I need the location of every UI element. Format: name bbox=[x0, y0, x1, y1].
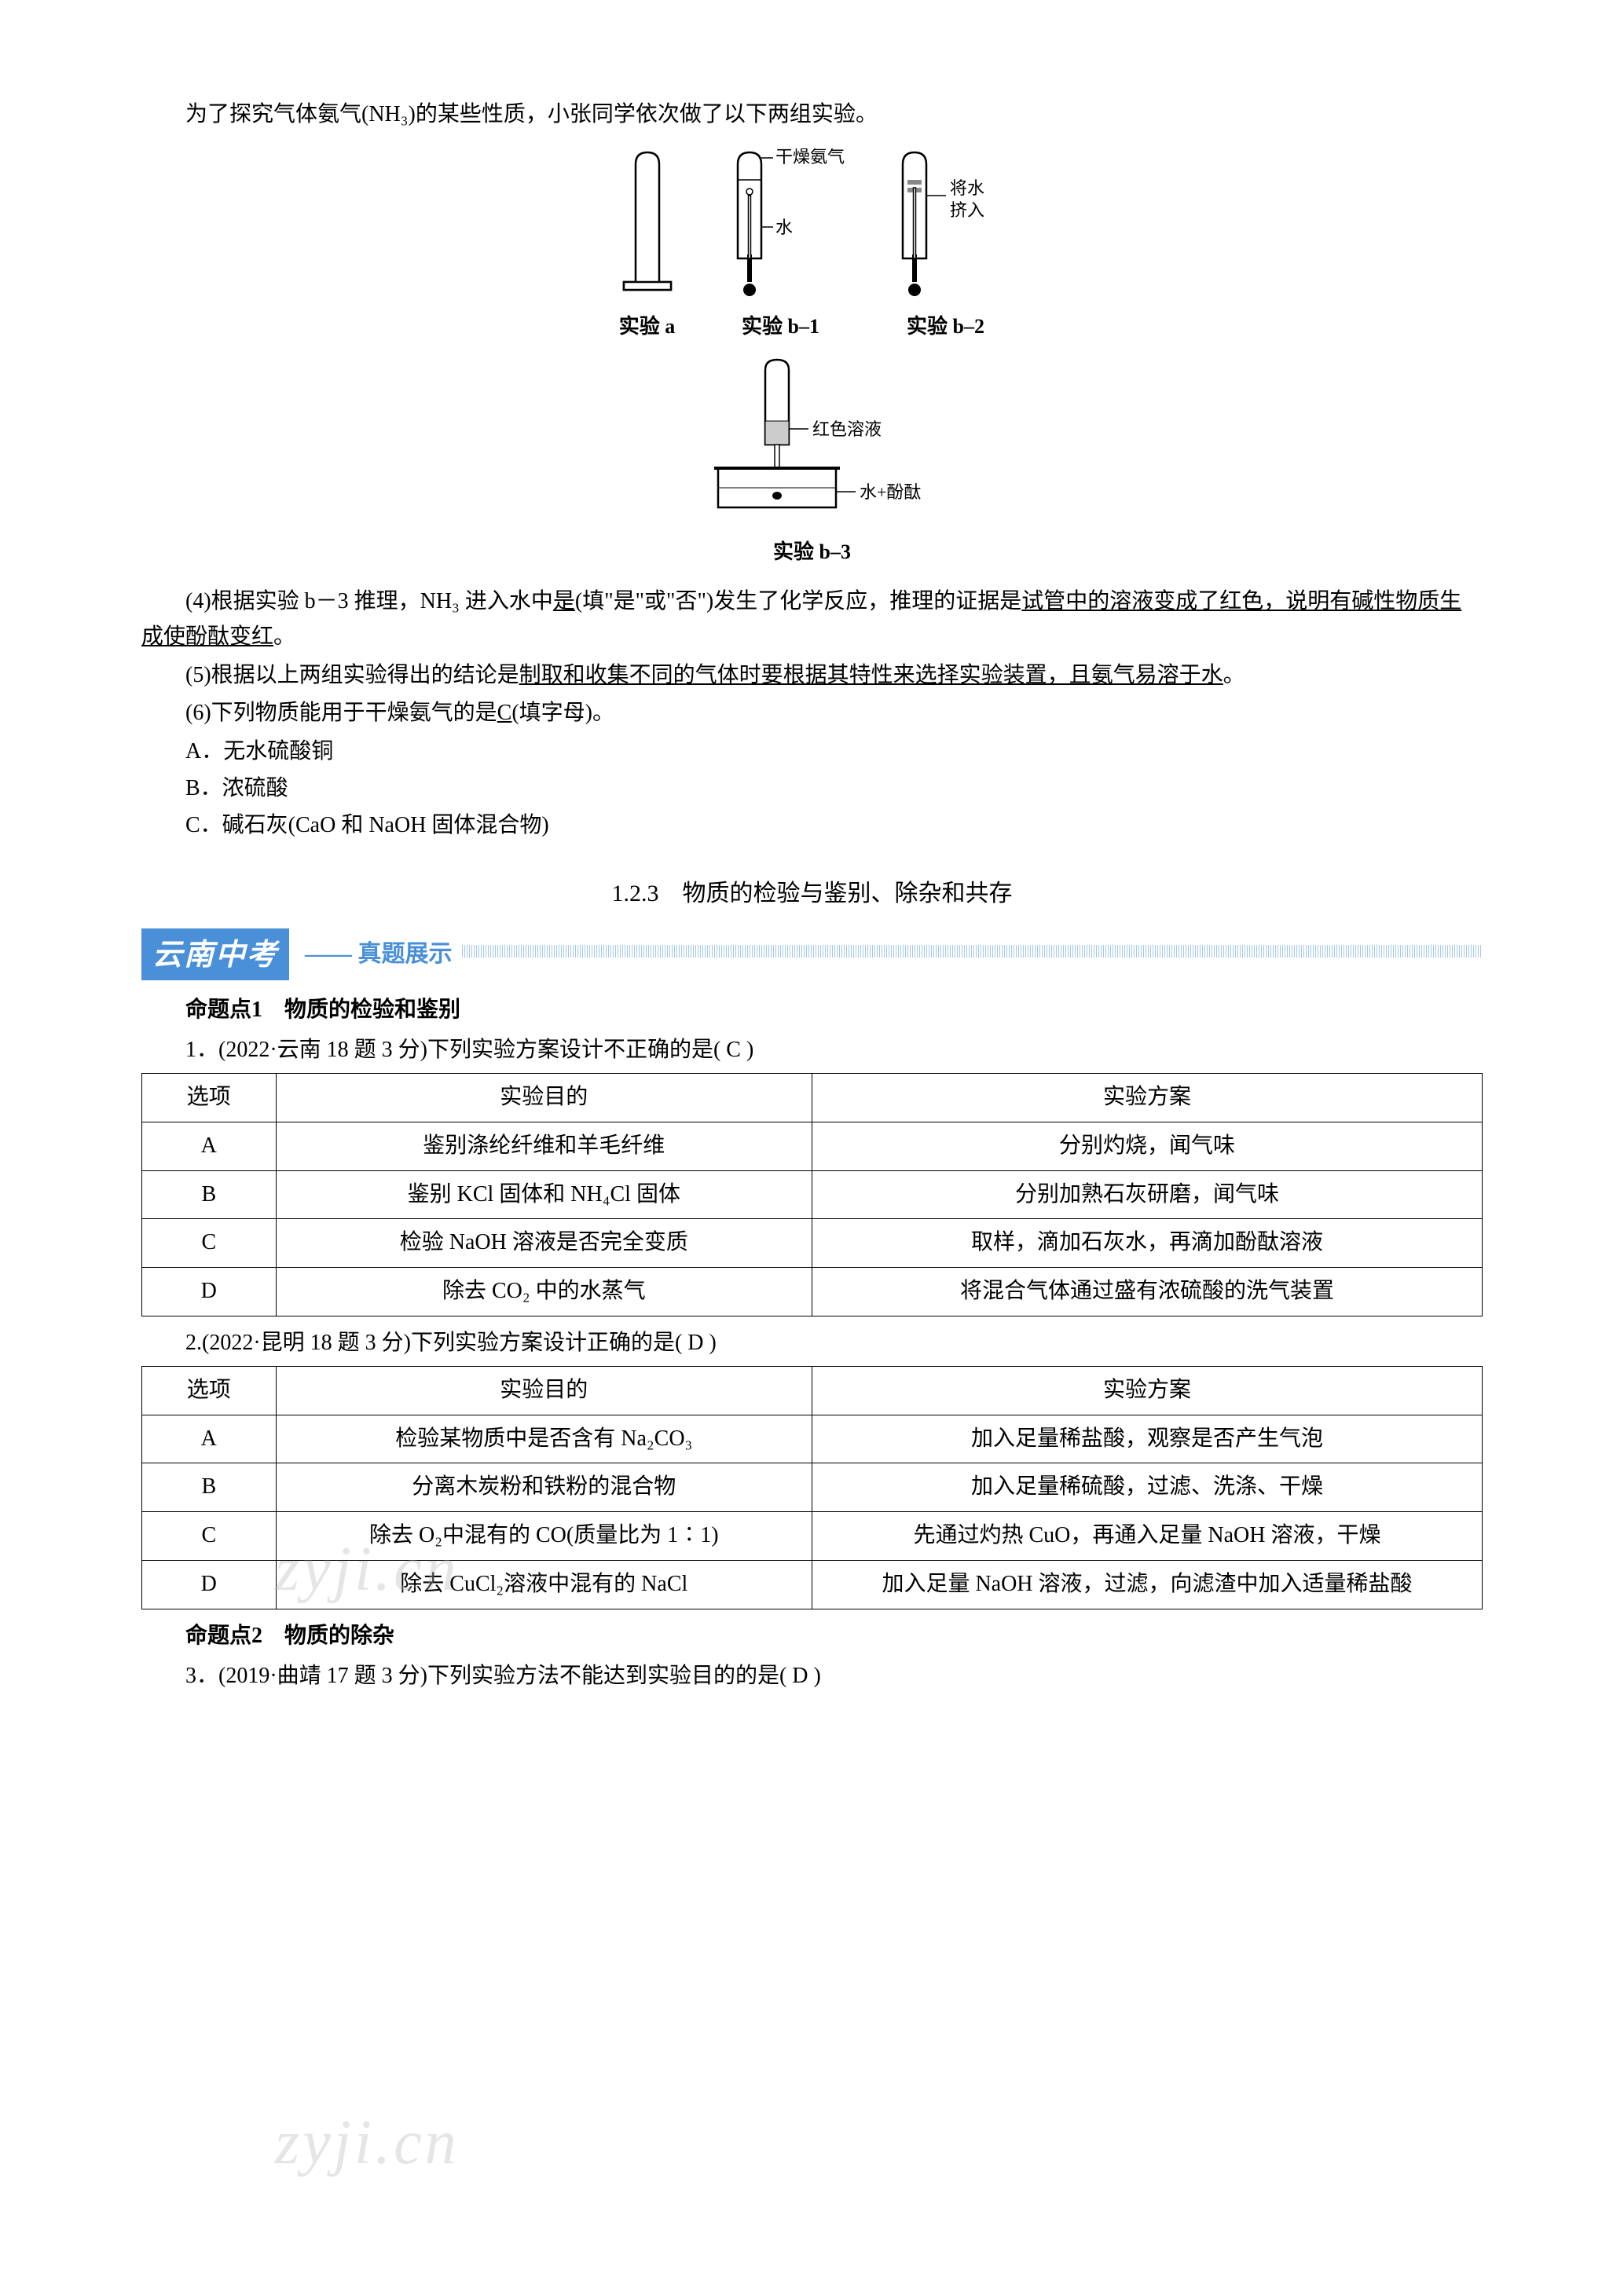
q3-text: 3．(2019·曲靖 17 题 3 分)下列实验方法不能达到实验目的的是( D … bbox=[141, 1659, 1483, 1694]
diagram-b1-svg: 干燥氨气 水 bbox=[714, 148, 848, 306]
diagram-b3-svg: 红色溶液 水+酚酞 bbox=[702, 358, 922, 531]
blue-line-deco bbox=[462, 937, 1483, 972]
diagram-a-label: 实验 a bbox=[619, 310, 676, 343]
cell: A bbox=[142, 1415, 277, 1463]
table-row: A鉴别涤纶纤维和羊毛纤维分别灼烧，闻气味 bbox=[142, 1122, 1483, 1170]
cell: 加入足量 NaOH 溶液，过滤，向滤渣中加入适量稀盐酸 bbox=[812, 1560, 1482, 1609]
b2-annot-2: 挤入 bbox=[950, 200, 984, 220]
table-row: B分离木炭粉和铁粉的混合物加入足量稀硫酸，过滤、洗涤、干燥 bbox=[142, 1463, 1483, 1512]
q2-h1: 实验目的 bbox=[276, 1366, 812, 1415]
cell: 除去 O₂中混有的 CO(质量比为 1∶1) bbox=[276, 1512, 812, 1561]
q4-answer1: 是 bbox=[553, 589, 575, 613]
table-row: C除去 O₂中混有的 CO(质量比为 1∶1)先通过灼热 CuO，再通入足量 N… bbox=[142, 1512, 1483, 1561]
watermark-2: zyji.cn bbox=[275, 2093, 460, 2193]
diagram-b1: 干燥氨气 水 实验 b–1 bbox=[714, 148, 848, 343]
q1-text: 1．(2022·云南 18 题 3 分)下列实验方案设计不正确的是( C ) bbox=[141, 1033, 1483, 1068]
diagram-row-2: 红色溶液 水+酚酞 实验 b–3 bbox=[141, 358, 1483, 569]
cell: 先通过灼热 CuO，再通入足量 NaOH 溶液，干燥 bbox=[812, 1512, 1482, 1561]
cell: 检验某物质中是否含有 Na₂CO₃ bbox=[276, 1415, 812, 1463]
q1-h2: 实验方案 bbox=[812, 1073, 1482, 1122]
q2-text: 2.(2022·昆明 18 题 3 分)下列实验方案设计正确的是( D ) bbox=[141, 1326, 1483, 1361]
cell: 检验 NaOH 溶液是否完全变质 bbox=[276, 1219, 812, 1268]
q5-prefix: (5)根据以上两组实验得出的结论是 bbox=[185, 663, 519, 687]
q5-line: (5)根据以上两组实验得出的结论是制取和收集不同的气体时要根据其特性来选择实验装… bbox=[141, 658, 1483, 694]
cell: 加入足量稀硫酸，过滤、洗涤、干燥 bbox=[812, 1463, 1482, 1512]
diagram-b2-label: 实验 b–2 bbox=[907, 310, 984, 343]
diagram-row-1: 实验 a 干燥氨气 水 实验 b–1 将水 挤入 实验 b bbox=[141, 148, 1483, 343]
table-row: 选项 实验目的 实验方案 bbox=[142, 1073, 1483, 1122]
cell: 鉴别涤纶纤维和羊毛纤维 bbox=[276, 1122, 812, 1170]
cell: 分别灼烧，闻气味 bbox=[812, 1122, 1482, 1170]
q2-h0: 选项 bbox=[142, 1366, 277, 1415]
diagram-b2: 将水 挤入 实验 b–2 bbox=[879, 148, 1013, 343]
diagram-a: 实验 a bbox=[612, 148, 683, 343]
b1-annot-water: 水 bbox=[775, 218, 793, 237]
cell: 将混合气体通过盛有浓硫酸的洗气装置 bbox=[812, 1268, 1482, 1316]
q6-text: (6)下列物质能用于干燥氨气的是 bbox=[185, 701, 497, 725]
q6-answer: C bbox=[497, 701, 512, 725]
cell: A bbox=[142, 1122, 277, 1170]
cell: 分离木炭粉和铁粉的混合物 bbox=[276, 1463, 812, 1512]
section-title: 1.2.3 物质的检验与鉴别、除杂和共存 bbox=[141, 875, 1483, 913]
b3-annot-top: 红色溶液 bbox=[812, 419, 882, 439]
cell: 加入足量稀盐酸，观察是否产生气泡 bbox=[812, 1415, 1482, 1463]
b2-annot-1: 将水 bbox=[950, 178, 984, 198]
q4-mid: (填"是"或"否")发生了化学反应，推理的证据是 bbox=[575, 589, 1021, 613]
blue-title: 云南中考 bbox=[141, 928, 289, 981]
cell: 分别加熟石灰研磨，闻气味 bbox=[812, 1170, 1482, 1219]
topic1-title: 命题点1 物质的检验和鉴别 bbox=[141, 993, 1483, 1028]
cell: D bbox=[142, 1560, 277, 1609]
q5-suffix: 。 bbox=[1223, 663, 1245, 687]
diagram-b3-label: 实验 b–3 bbox=[773, 536, 851, 569]
b1-annot-top: 干燥氨气 bbox=[775, 148, 845, 167]
intro-text: 为了探究气体氨气(NH₃)的某些性质，小张同学依次做了以下两组实验。 bbox=[141, 97, 1483, 133]
cell: 取样，滴加石灰水，再滴加酚酞溶液 bbox=[812, 1219, 1482, 1268]
table-row: D除去 CO₂ 中的水蒸气将混合气体通过盛有浓硫酸的洗气装置 bbox=[142, 1268, 1483, 1316]
cell: 除去 CO₂ 中的水蒸气 bbox=[276, 1268, 812, 1316]
cell: C bbox=[142, 1219, 277, 1268]
q2-table: 选项 实验目的 实验方案 A检验某物质中是否含有 Na₂CO₃加入足量稀盐酸，观… bbox=[141, 1366, 1483, 1609]
cell: 鉴别 KCl 固体和 NH₄Cl 固体 bbox=[276, 1170, 812, 1219]
cell: 除去 CuCl₂溶液中混有的 NaCl bbox=[276, 1560, 812, 1609]
table-row: A检验某物质中是否含有 Na₂CO₃加入足量稀盐酸，观察是否产生气泡 bbox=[142, 1415, 1483, 1463]
cell: D bbox=[142, 1268, 277, 1316]
diagram-a-svg bbox=[612, 148, 683, 306]
q6-opt-b: B．浓硫酸 bbox=[141, 771, 1483, 807]
table-row: B鉴别 KCl 固体和 NH₄Cl 固体分别加熟石灰研磨，闻气味 bbox=[142, 1170, 1483, 1219]
topic2-title: 命题点2 物质的除杂 bbox=[141, 1619, 1483, 1654]
q6-opt-a: A．无水硫酸铜 bbox=[141, 734, 1483, 770]
diagram-b1-label: 实验 b–1 bbox=[742, 310, 819, 343]
q5-answer: 制取和收集不同的气体时要根据其特性来选择实验装置，且氨气易溶于水 bbox=[519, 663, 1223, 687]
cell: B bbox=[142, 1463, 277, 1512]
b3-annot-bottom: 水+酚酞 bbox=[860, 482, 921, 502]
table-row: D除去 CuCl₂溶液中混有的 NaCl加入足量 NaOH 溶液，过滤，向滤渣中… bbox=[142, 1560, 1483, 1609]
table-row: 选项 实验目的 实验方案 bbox=[142, 1366, 1483, 1415]
q6-opt-c: C．碱石灰(CaO 和 NaOH 固体混合物) bbox=[141, 808, 1483, 844]
cell: C bbox=[142, 1512, 277, 1561]
q2-h2: 实验方案 bbox=[812, 1366, 1482, 1415]
diagram-b2-svg: 将水 挤入 bbox=[879, 148, 1013, 306]
cell: B bbox=[142, 1170, 277, 1219]
q1-table: 选项 实验目的 实验方案 A鉴别涤纶纤维和羊毛纤维分别灼烧，闻气味 B鉴别 KC… bbox=[141, 1073, 1483, 1316]
q6-tail: (填字母)。 bbox=[511, 701, 614, 725]
q6-line: (6)下列物质能用于干燥氨气的是C(填字母)。 bbox=[141, 696, 1483, 731]
q4-prefix: (4)根据实验 b－3 推理，NH₃ 进入水中 bbox=[185, 589, 553, 613]
blue-subtitle: —— 真题展示 bbox=[305, 936, 453, 973]
q1-h0: 选项 bbox=[142, 1073, 277, 1122]
q4-line: (4)根据实验 b－3 推理，NH₃ 进入水中是(填"是"或"否")发生了化学反… bbox=[141, 584, 1483, 655]
diagram-b3: 红色溶液 水+酚酞 实验 b–3 bbox=[702, 358, 922, 569]
blue-header: 云南中考 —— 真题展示 bbox=[141, 928, 1483, 981]
q1-h1: 实验目的 bbox=[276, 1073, 812, 1122]
q4-suffix: 。 bbox=[273, 624, 295, 649]
table-row: C检验 NaOH 溶液是否完全变质取样，滴加石灰水，再滴加酚酞溶液 bbox=[142, 1219, 1483, 1268]
